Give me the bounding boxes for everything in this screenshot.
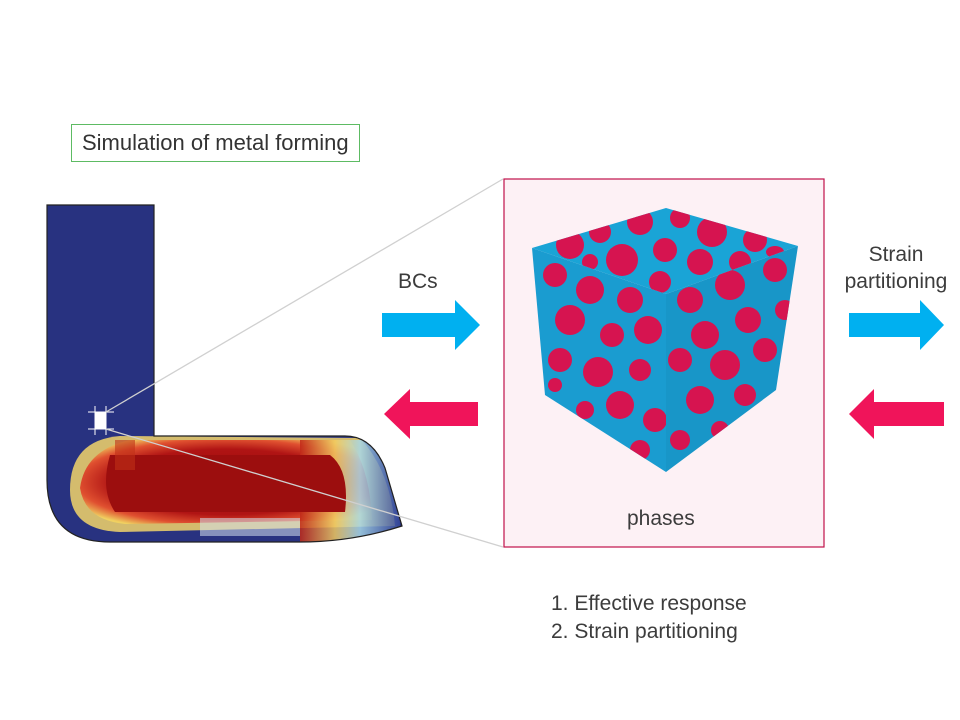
zoom-line-bottom <box>105 428 504 548</box>
right-arrow-icon-2 <box>849 300 944 350</box>
strain-label-line1: Strain <box>868 243 924 266</box>
zoom-marker <box>88 406 114 435</box>
metal-part-outline <box>46 204 403 543</box>
metal-part-simulation <box>47 205 402 542</box>
left-arrow-icon <box>384 389 478 439</box>
phases-label: phases <box>627 507 695 530</box>
outcome-item: 1. Effective response <box>551 592 747 615</box>
zoom-line-top <box>105 178 504 413</box>
strain-label-line2: partitioning <box>844 270 948 293</box>
microstructure-cube <box>532 208 798 472</box>
bcs-label: BCs <box>398 270 438 293</box>
outcomes-list: 1. Effective response 2. Strain partitio… <box>551 590 747 646</box>
strain-partitioning-label: Strain partitioning <box>836 241 956 295</box>
simulation-title: Simulation of metal forming <box>82 130 349 155</box>
outcome-item: 2. Strain partitioning <box>551 620 738 643</box>
simulation-title-box: Simulation of metal forming <box>71 124 360 162</box>
right-arrow-icon <box>382 300 480 350</box>
left-arrow-icon-2 <box>849 389 944 439</box>
